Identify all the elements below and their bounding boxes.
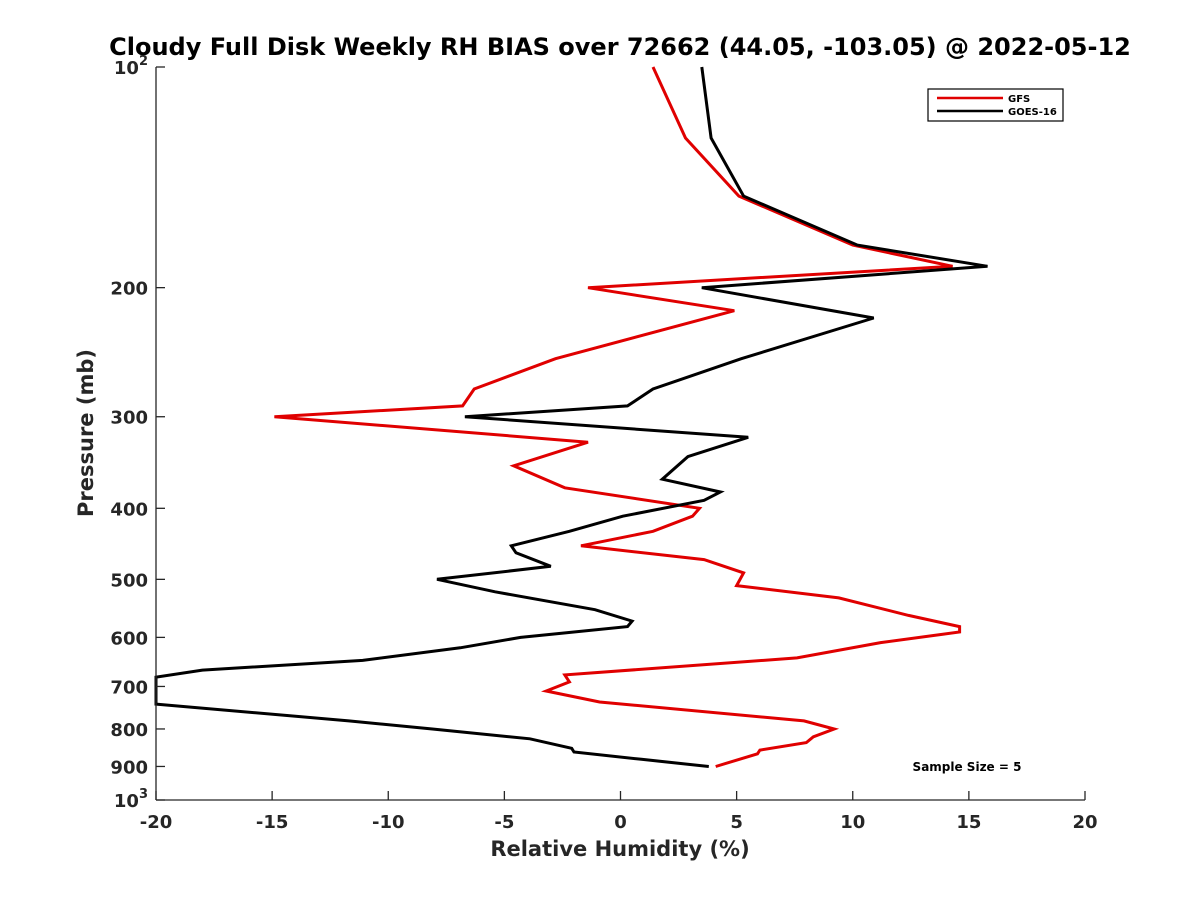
x-tick-label: -15 — [256, 812, 289, 833]
y-tick-label: 800 — [110, 720, 148, 741]
legend-box — [927, 88, 1064, 122]
chart-title: Cloudy Full Disk Weekly RH BIAS over 726… — [109, 33, 1131, 61]
y-tick-label: 900 — [110, 757, 148, 778]
sample-size-annotation: Sample Size = 5 — [913, 760, 1022, 774]
series-line-gfs — [274, 66, 962, 768]
y-tick-label: 700 — [110, 677, 148, 698]
y-tick-label: 400 — [110, 499, 148, 520]
x-tick-label: 5 — [730, 812, 743, 833]
x-tick-label: -5 — [494, 812, 514, 833]
y-axis-ticks: 102 200 300 400 500 600 700 800 900 103 — [110, 54, 165, 812]
x-tick-label: 20 — [1072, 812, 1097, 833]
x-axis-label: Relative Humidity (%) — [490, 837, 749, 861]
x-tick-label: 0 — [614, 812, 627, 833]
legend: GFS GOES-16 — [927, 88, 1064, 122]
x-axis-ticks: -20 -15 -10 -5 0 5 10 15 20 — [140, 791, 1098, 833]
y-tick-label: 300 — [110, 408, 148, 429]
x-tick-label: -10 — [372, 812, 405, 833]
legend-label-goes16: GOES-16 — [1008, 107, 1057, 118]
x-tick-label: -20 — [140, 812, 173, 833]
y-tick-label: 103 — [114, 787, 148, 812]
x-tick-label: 15 — [956, 812, 981, 833]
plot-area — [156, 67, 1085, 800]
series-line-goes16 — [154, 66, 988, 768]
x-tick-label: 10 — [840, 812, 865, 833]
legend-label-gfs: GFS — [1008, 94, 1030, 105]
y-tick-label: 500 — [110, 570, 148, 591]
series-layer — [154, 66, 988, 768]
y-axis-label: Pressure (mb) — [74, 349, 98, 517]
y-tick-label: 102 — [114, 54, 148, 79]
y-tick-label: 200 — [110, 279, 148, 300]
y-tick-label: 600 — [110, 628, 148, 649]
